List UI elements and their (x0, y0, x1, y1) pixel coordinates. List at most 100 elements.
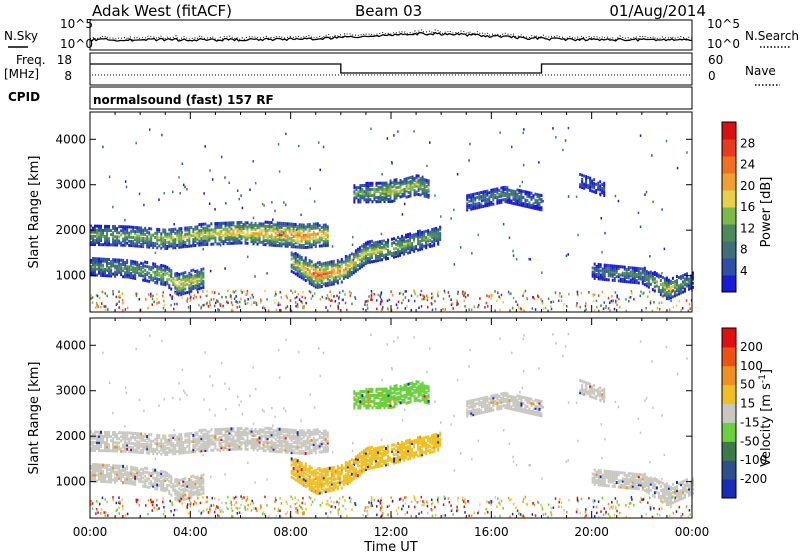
power-pixel (521, 180, 524, 184)
velocity-pixel (170, 448, 173, 452)
power-pixel (240, 289, 242, 292)
power-pixel (630, 289, 633, 293)
velocity-pixel (176, 492, 179, 496)
power-pixel (104, 274, 107, 278)
velocity-pixel (224, 429, 227, 433)
power-pixel (210, 236, 213, 240)
power-pixel (92, 226, 95, 230)
velocity-pixel (190, 487, 193, 491)
power-pixel (419, 241, 422, 245)
velocity-pixel (180, 441, 183, 445)
velocity-pixel (262, 430, 265, 434)
velocity-pixel (160, 452, 163, 456)
power-pixel (142, 230, 145, 234)
power-pixel (687, 279, 690, 283)
power-pixel (174, 286, 177, 290)
power-pixel (128, 243, 131, 247)
power-pixel (415, 232, 418, 236)
power-pixel (510, 201, 513, 205)
velocity-pixel (196, 491, 199, 495)
velocity-pixel (302, 452, 305, 456)
power-pixel (318, 224, 321, 228)
power-pixel (202, 237, 205, 241)
velocity-pixel (186, 432, 189, 436)
power-pixel (153, 300, 155, 304)
velocity-pixel (126, 471, 129, 475)
power-pixel (643, 276, 646, 280)
power-pixel (286, 234, 289, 238)
power-pixel (219, 302, 221, 306)
power-pixel (171, 297, 173, 301)
power-pixel (180, 241, 183, 245)
power-pixel (359, 196, 362, 200)
velocity-pixel (296, 443, 299, 447)
power-pixel (194, 278, 197, 282)
power-pixel (479, 297, 481, 300)
power-pixel (118, 231, 121, 235)
power-pixel (536, 195, 539, 199)
power-pixel (593, 262, 596, 266)
power-pixel (228, 181, 230, 185)
power-pixel (665, 290, 668, 294)
power-pixel (393, 199, 396, 203)
velocity-pixel (106, 480, 109, 484)
power-pixel (375, 196, 378, 200)
power-pixel (272, 225, 275, 229)
velocity-pixel (130, 431, 133, 435)
power-pixel (324, 227, 327, 231)
power-pixel (474, 192, 477, 196)
power-pixel (296, 263, 299, 267)
power-pixel (346, 273, 349, 277)
power-pixel (120, 271, 123, 274)
power-pixel (589, 178, 592, 182)
velocity-pixel (184, 497, 187, 501)
power-pixel (524, 204, 527, 208)
power-pixel (289, 299, 292, 302)
velocity-pixel (252, 429, 255, 433)
power-pixel (468, 308, 470, 312)
velocity-pixel (194, 433, 197, 437)
power-pixel (278, 231, 281, 235)
power-pixel (132, 276, 135, 280)
power-pixel (292, 239, 295, 243)
velocity-pixel (192, 444, 195, 448)
velocity-pixel (194, 445, 197, 449)
power-pixel (288, 230, 291, 234)
power-pixel (245, 293, 248, 296)
power-pixel (661, 208, 663, 211)
power-pixel (653, 271, 656, 275)
velocity-pixel (170, 440, 173, 444)
power-pixel (520, 191, 523, 195)
power-pixel (380, 232, 383, 236)
power-pixel (601, 183, 604, 187)
power-pixel (324, 282, 327, 286)
power-pixel (229, 295, 232, 299)
power-pixel (290, 263, 293, 267)
power-pixel (447, 291, 450, 294)
power-pixel (246, 221, 249, 225)
power-pixel (125, 185, 128, 189)
power-pixel (156, 240, 159, 244)
power-pixel (387, 185, 390, 189)
power-pixel (132, 236, 135, 240)
power-pixel (274, 209, 276, 213)
velocity-pixel (274, 429, 277, 433)
power-pixel (342, 260, 345, 264)
velocity-pixel (90, 464, 92, 468)
power-pixel (415, 190, 418, 194)
power-pixel (294, 224, 297, 228)
power-pixel (298, 144, 300, 148)
power-pixel (296, 245, 299, 249)
velocity-pixel (114, 476, 117, 480)
power-pixel (496, 291, 499, 294)
power-pixel (252, 238, 255, 242)
power-pixel (368, 242, 371, 246)
power-pixel (288, 236, 291, 240)
velocity-pixel (90, 475, 92, 479)
velocity-pixel (270, 435, 273, 439)
velocity-pixel (296, 445, 299, 449)
power-pixel (338, 295, 340, 299)
colorbar-tick: 28 (740, 136, 755, 150)
power-pixel (405, 183, 408, 187)
power-pixel (350, 270, 353, 274)
